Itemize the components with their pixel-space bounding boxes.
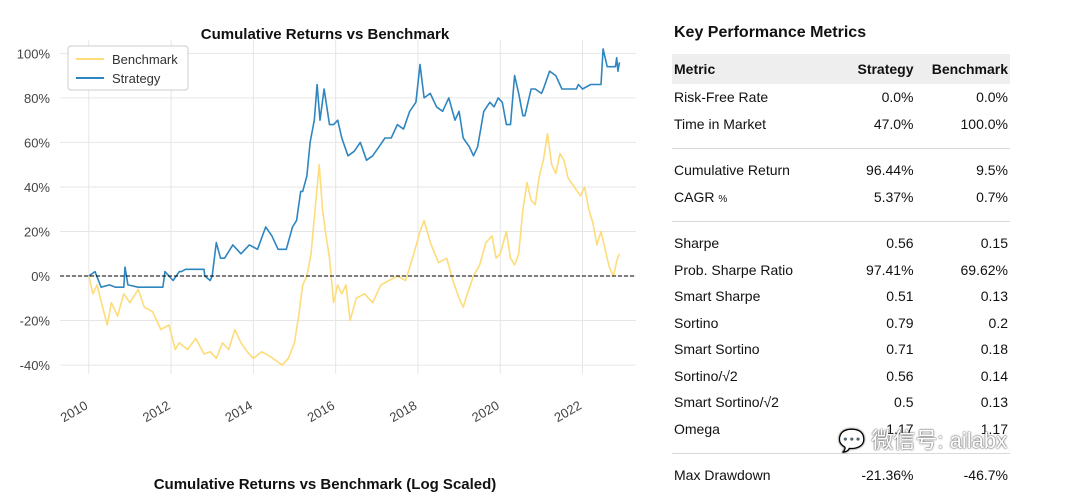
col-metric: Metric <box>672 54 823 84</box>
metric-benchmark-value: 100.0% <box>960 115 1008 132</box>
metric-benchmark-value: 0.18 <box>980 341 1008 358</box>
y-tick-label: 100% <box>17 46 51 61</box>
metrics-row: Risk-Free Rate 0.0% 0.0% <box>672 84 1010 111</box>
metric-strategy-value: 96.44% <box>866 162 914 179</box>
x-tick-label: 2016 <box>305 398 338 425</box>
metric-label: Max Drawdown <box>674 467 771 484</box>
watermark-text: 微信号: ailabx <box>871 428 1008 453</box>
x-tick-label: 2022 <box>551 398 584 425</box>
metric-benchmark-value: 0.0% <box>976 89 1008 106</box>
metrics-row: Sortino 0.79 0.2 <box>672 310 1010 337</box>
x-tick-label: 2018 <box>387 398 420 425</box>
metric-strategy-value: 0.51 <box>886 288 914 305</box>
metrics-panel: Key Performance Metrics Metric Strategy … <box>672 24 1012 489</box>
metrics-divider <box>672 442 1010 462</box>
metric-label: Smart Sortino/√2 <box>674 394 779 411</box>
cumulative-returns-chart: 100% 80% 60% 40% 20% 0% -20% -40% 2010 2012 2014 20… <box>17 40 636 425</box>
metric-benchmark-value: 0.7% <box>976 188 1008 205</box>
metric-label: Prob. Sharpe Ratio <box>674 261 794 278</box>
x-tick-label: 2014 <box>222 398 255 425</box>
metrics-row: Smart Sortino 0.71 0.18 <box>672 336 1010 363</box>
metrics-row: Prob. Sharpe Ratio 97.41% 69.62% <box>672 257 1010 284</box>
metric-benchmark-value: 0.15 <box>980 235 1008 252</box>
metric-benchmark-value: 0.13 <box>980 288 1008 305</box>
metric-strategy-value: 0.5 <box>894 394 914 411</box>
metric-strategy-value: 97.41% <box>866 261 914 278</box>
series-line-strategy <box>88 48 621 288</box>
metric-label: Cumulative Return <box>674 162 790 179</box>
metric-strategy-value: 5.37% <box>873 188 914 205</box>
metric-benchmark-value: 9.5% <box>976 162 1008 179</box>
metric-strategy-value: 0.71 <box>886 341 914 358</box>
metric-benchmark-value: 69.62% <box>960 261 1008 278</box>
metrics-row: Smart Sharpe 0.51 0.13 <box>672 283 1010 310</box>
metric-label: Smart Sortino <box>674 341 760 358</box>
metric-strategy-value: 1.17 <box>886 420 914 437</box>
metric-strategy-value: 47.0% <box>873 115 914 132</box>
metrics-header-row: Metric Strategy Benchmark <box>672 54 1010 84</box>
metric-benchmark-value: 0.13 <box>980 394 1008 411</box>
metrics-row: Sortino/√2 0.56 0.14 <box>672 363 1010 390</box>
y-tick-label: 60% <box>24 135 50 150</box>
metric-strategy-value: 0.0% <box>881 89 914 106</box>
chart-title: Cumulative Returns vs Benchmark <box>200 26 450 43</box>
y-tick-label: 0% <box>31 269 50 284</box>
log-chart-title: Cumulative Returns vs Benchmark (Log Sca… <box>153 476 497 493</box>
metric-strategy-value: 0.56 <box>886 367 914 384</box>
metrics-row: Time in Market 47.0% 100.0% <box>672 111 1010 138</box>
y-tick-label: -40% <box>20 358 51 373</box>
metrics-row: CAGR % 5.37% 0.7% <box>672 184 1010 211</box>
legend-label: Benchmark <box>112 52 178 67</box>
metrics-row: Cumulative Return 96.44% 9.5% <box>672 157 1010 184</box>
metrics-row: Smart Sortino/√2 0.5 0.13 <box>672 389 1010 416</box>
metric-label: Sortino <box>674 314 719 331</box>
metrics-table: Metric Strategy Benchmark Risk-Free Rate… <box>672 54 1010 489</box>
metric-benchmark-value: 0.14 <box>980 367 1008 384</box>
metric-strategy-value: 0.79 <box>886 314 914 331</box>
metric-strategy-value: 0.56 <box>886 235 914 252</box>
metrics-divider <box>672 137 1010 157</box>
y-tick-label: 20% <box>24 224 50 239</box>
col-benchmark: Benchmark <box>915 54 1010 84</box>
metric-label: Sharpe <box>674 235 720 252</box>
x-tick-label: 2010 <box>58 398 91 425</box>
y-tick-label: 80% <box>24 91 50 106</box>
x-tick-label: 2020 <box>469 398 502 425</box>
metric-benchmark-value: -46.7% <box>963 467 1008 484</box>
x-tick-label: 2012 <box>140 398 173 425</box>
series-line-benchmark <box>88 132 621 366</box>
metric-label: Time in Market <box>674 115 767 132</box>
metric-benchmark-value: 1.17 <box>980 420 1008 437</box>
metrics-title: Key Performance Metrics <box>674 24 867 41</box>
y-tick-label: -20% <box>20 314 51 329</box>
metric-suffix: % <box>718 193 728 205</box>
metric-label: CAGR % <box>674 188 728 205</box>
wechat-icon: 💬 <box>838 428 866 453</box>
metric-label: Sortino/√2 <box>674 367 738 384</box>
metrics-divider <box>672 210 1010 230</box>
metrics-row: Max Drawdown -21.36% -46.7% <box>672 462 1010 489</box>
metric-benchmark-value: 0.2 <box>988 314 1008 331</box>
metric-label: Smart Sharpe <box>674 288 761 305</box>
col-strategy: Strategy <box>823 54 916 84</box>
legend-label: Strategy <box>112 71 161 86</box>
metric-label: Omega <box>674 420 720 437</box>
watermark: 💬 微信号: ailabx <box>838 423 1007 455</box>
y-tick-label: 40% <box>24 180 50 195</box>
metrics-row: Sharpe 0.56 0.15 <box>672 230 1010 257</box>
metrics-row: Omega 1.17 1.17 <box>672 416 1010 443</box>
metric-label: Risk-Free Rate <box>674 89 769 106</box>
metric-strategy-value: -21.36% <box>861 467 914 484</box>
